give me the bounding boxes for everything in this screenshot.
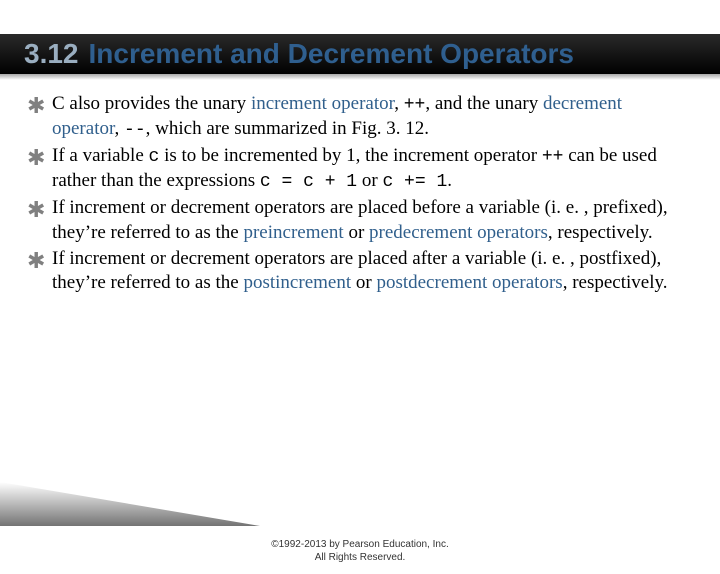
body-text: If a variable <box>52 145 149 166</box>
bullet-item: ✱If a variable c is to be incremented by… <box>52 144 694 194</box>
copyright-footer: ©1992-2013 by Pearson Education, Inc. Al… <box>0 539 720 564</box>
code-text: ++ <box>404 95 426 115</box>
bullet-item: ✱If increment or decrement operators are… <box>52 247 694 296</box>
term-link: postdecrement operators <box>376 272 562 293</box>
body-text: , <box>394 93 404 114</box>
body-text: . <box>447 170 452 191</box>
body-text: , respectively. <box>563 272 668 293</box>
body-text: or <box>357 170 382 191</box>
body-text: , and the unary <box>425 93 543 114</box>
section-number: 3.12 <box>24 38 79 69</box>
body-text: , which are summarized in Fig. 3. 12. <box>146 118 429 139</box>
term-link: preincrement <box>243 222 343 243</box>
bullet-marker-icon: ✱ <box>27 196 45 224</box>
body-text: , respectively. <box>548 222 653 243</box>
body-text: , <box>115 118 125 139</box>
body-text: or <box>344 222 369 243</box>
body-text: is to be incremented by 1, the increment… <box>159 145 542 166</box>
slide-content: ✱ C also provides the unary increment ope… <box>0 74 720 307</box>
bullet-marker-icon: ✱ <box>27 92 45 120</box>
body-text: or <box>351 272 376 293</box>
code-text: c += 1 <box>382 172 447 192</box>
term-link: postincrement <box>243 272 351 293</box>
copyright-line1: ©1992-2013 by Pearson Education, Inc. <box>0 539 720 552</box>
bullet-item: ✱C also provides the unary increment ope… <box>52 92 694 142</box>
code-text: ++ <box>542 147 564 167</box>
code-text: c <box>149 147 160 167</box>
code-text: c = c + 1 <box>260 172 357 192</box>
bullet-marker-icon: ✱ <box>27 144 45 172</box>
bullet-item: ✱If increment or decrement operators are… <box>52 196 694 245</box>
copyright-line2: All Rights Reserved. <box>0 552 720 565</box>
slide-title: 3.12 Increment and Decrement Operators <box>24 38 720 70</box>
term-link: predecrement operators <box>369 222 548 243</box>
code-text: -- <box>124 120 146 140</box>
body-text: C also provides the unary <box>52 93 251 114</box>
decorative-shadow <box>0 482 260 526</box>
slide-title-bar: 3.12 Increment and Decrement Operators <box>0 34 720 74</box>
term-link: increment operator <box>251 93 394 114</box>
bullet-marker-icon: ✱ <box>27 247 45 275</box>
section-title: Increment and Decrement Operators <box>89 38 575 69</box>
